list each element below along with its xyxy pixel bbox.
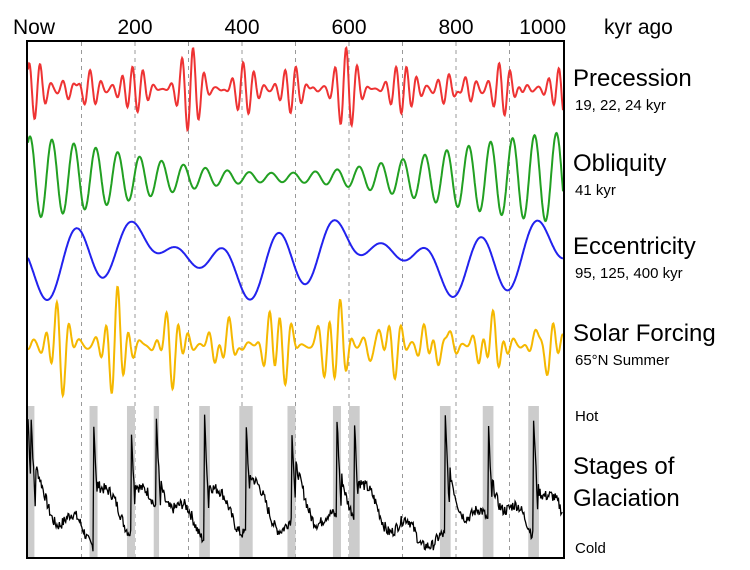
glaciation-hot-label: Hot xyxy=(575,408,599,425)
glaciation-title-line1: Stages of xyxy=(573,453,675,480)
glaciation-cold-label: Cold xyxy=(575,540,606,557)
x-tick-label-800: 800 xyxy=(438,16,473,39)
x-tick-label-600: 600 xyxy=(331,16,366,39)
x-tick-label-400: 400 xyxy=(224,16,259,39)
interglacial-shading xyxy=(28,406,539,557)
series-line-eccentricity xyxy=(27,219,564,301)
x-axis-ticks: Now 200 400 600 800 1000 xyxy=(13,16,566,39)
obliquity-detail: 41 kyr xyxy=(575,182,616,199)
plot-frame xyxy=(26,40,565,559)
gridlines xyxy=(81,42,510,557)
precession-title: Precession xyxy=(573,65,692,92)
interglacial-band-0 xyxy=(28,406,35,557)
series-line-solar-forcing xyxy=(27,285,564,399)
eccentricity-detail: 95, 125, 400 kyr xyxy=(575,265,683,282)
x-tick-label-1000: 1000 xyxy=(519,16,566,39)
series-line-obliquity xyxy=(27,131,564,223)
series-line-glaciation xyxy=(27,414,563,552)
x-tick-label-200: 200 xyxy=(117,16,152,39)
solar-forcing-detail: 65°N Summer xyxy=(575,352,669,369)
x-axis-unit: kyr ago xyxy=(604,16,673,39)
series-lines xyxy=(27,45,564,552)
x-tick-label-0: Now xyxy=(13,16,56,39)
precession-detail: 19, 22, 24 kyr xyxy=(575,97,666,114)
glaciation-title-line2: Glaciation xyxy=(573,485,680,512)
eccentricity-title: Eccentricity xyxy=(573,233,696,260)
obliquity-title: Obliquity xyxy=(573,150,666,177)
series-line-precession xyxy=(27,45,564,133)
solar-forcing-title: Solar Forcing xyxy=(573,320,716,347)
